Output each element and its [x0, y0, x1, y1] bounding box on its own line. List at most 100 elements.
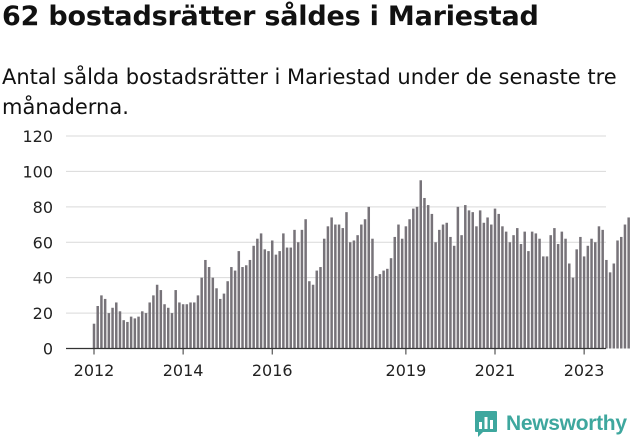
- bar: [103, 298, 107, 349]
- chart-title: 62 bostadsrätter såldes i Mariestad: [2, 1, 539, 32]
- bar: [107, 313, 111, 349]
- bar: [423, 197, 426, 349]
- bar: [304, 219, 307, 349]
- bar: [356, 235, 359, 349]
- bar: [126, 321, 129, 349]
- bar: [508, 242, 512, 349]
- bar: [475, 226, 478, 349]
- bar: [393, 236, 397, 349]
- bar: [118, 311, 122, 349]
- bar: [345, 212, 348, 349]
- bar: [560, 231, 564, 349]
- bar: [452, 245, 456, 349]
- bar: [152, 295, 155, 349]
- bar: [259, 233, 263, 349]
- bar: [274, 254, 278, 349]
- x-tick-label: 2021: [475, 361, 516, 380]
- bar: [244, 265, 248, 349]
- bar: [233, 270, 237, 349]
- bar: [319, 267, 322, 349]
- x-tick-label: 2019: [386, 361, 427, 380]
- bar: [285, 247, 289, 349]
- bar: [311, 284, 315, 349]
- bar: [456, 206, 460, 349]
- bar: [467, 210, 471, 349]
- bar: [538, 238, 541, 349]
- bar: [293, 229, 296, 349]
- bar: [185, 304, 189, 349]
- bar: [300, 229, 304, 349]
- bar: [289, 247, 293, 349]
- x-tick-label: 2023: [564, 361, 605, 380]
- bar: [441, 224, 445, 349]
- x-tick-label: 2016: [252, 361, 293, 380]
- bar: [374, 275, 378, 349]
- bar: [167, 307, 170, 349]
- bar: [605, 259, 608, 349]
- bar: [322, 238, 326, 349]
- x-axis: [66, 347, 606, 355]
- bar: [519, 244, 523, 349]
- y-tick-label: 120: [22, 127, 53, 146]
- y-tick-label: 100: [22, 162, 53, 181]
- bar: [619, 236, 623, 349]
- bar: [189, 302, 192, 349]
- bar: [612, 263, 616, 349]
- bar: [404, 226, 408, 349]
- bar: [397, 224, 400, 349]
- bar: [360, 224, 363, 349]
- bar: [211, 277, 215, 349]
- bar: [389, 258, 393, 349]
- bar: [530, 231, 534, 349]
- bar: [582, 256, 586, 349]
- bar: [571, 277, 575, 349]
- bar: [226, 281, 229, 349]
- bar: [504, 231, 508, 349]
- bar: [159, 290, 163, 349]
- bar: [263, 249, 267, 349]
- bar: [341, 228, 345, 349]
- x-tick-label: 2014: [163, 361, 204, 380]
- y-axis-tick-labels: 0 20 40 60 80 100 120: [22, 127, 53, 359]
- bar: [501, 226, 504, 349]
- bar-chart: 0 20 40 60 80 100 120 2012 2014 2016 2019 2021 2023…: [22, 127, 630, 380]
- chart-subtitle: Antal sålda bostadsrätter i Mariestad un…: [2, 65, 617, 119]
- bar: [564, 238, 567, 349]
- bar: [486, 217, 489, 349]
- bar: [556, 244, 560, 349]
- y-tick-label: 60: [33, 233, 53, 252]
- bar: [204, 259, 207, 349]
- bar: [426, 205, 430, 349]
- bar: [330, 217, 333, 349]
- bar: [400, 238, 404, 349]
- y-tick-label: 0: [43, 340, 53, 359]
- bar: [512, 235, 515, 349]
- bar: [241, 267, 244, 349]
- bar: [196, 295, 200, 349]
- bar: [141, 311, 144, 349]
- bar: [408, 219, 411, 349]
- bar: [163, 304, 166, 349]
- bar: [352, 240, 356, 349]
- bar: [367, 206, 371, 349]
- bar: [430, 213, 434, 349]
- bar: [111, 307, 114, 349]
- bar: [144, 313, 148, 349]
- bar: [337, 224, 341, 349]
- bar: [115, 302, 118, 349]
- bar: [315, 270, 319, 349]
- y-tick-label: 20: [33, 304, 53, 323]
- bar: [627, 217, 630, 349]
- x-axis-tick-labels: 2012201420162019202120232025: [74, 361, 605, 380]
- bar: [490, 224, 493, 349]
- bar: [415, 206, 419, 349]
- y-tick-label: 40: [33, 269, 53, 288]
- bar: [545, 256, 549, 349]
- bar: [334, 224, 337, 349]
- bar: [308, 281, 311, 349]
- bar: [248, 259, 252, 349]
- bar: [445, 222, 448, 349]
- bar: [282, 233, 285, 349]
- bar: [608, 272, 612, 349]
- brand-name: Newsworthy: [506, 412, 627, 435]
